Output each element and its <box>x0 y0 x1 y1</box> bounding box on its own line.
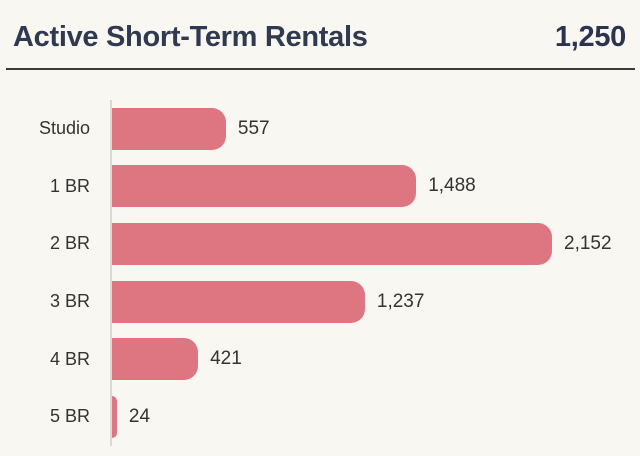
bar-track: 1,488 <box>110 157 640 216</box>
value-label: 557 <box>237 117 270 139</box>
value-label: 1,488 <box>428 175 476 197</box>
value-label: 24 <box>128 405 151 427</box>
bar <box>112 338 199 381</box>
bar-track: 1,237 <box>110 272 640 331</box>
bar-track: 421 <box>110 330 640 388</box>
bar-chart: Studio 557 1 BR 1,488 2 BR 2,152 3 BR 1,237 4 BR… <box>0 70 640 446</box>
value-label: 2,152 <box>564 232 612 254</box>
chart-row: 1 BR 1,488 <box>0 157 640 216</box>
bar-track: 557 <box>110 100 640 158</box>
bar <box>112 165 417 208</box>
category-label: Studio <box>38 118 90 139</box>
bar-track: 2,152 <box>110 215 640 273</box>
category-label: 1 BR <box>49 175 90 196</box>
chart-title: Active Short-Term Rentals <box>13 20 368 53</box>
bar-track: 24 <box>110 387 640 446</box>
chart-row: 4 BR 421 <box>0 330 640 388</box>
chart-row: Studio 557 <box>0 100 640 158</box>
category-label: 4 BR <box>49 348 90 369</box>
bar <box>112 222 552 265</box>
value-label: 421 <box>210 348 242 370</box>
chart-row: 5 BR 24 <box>0 387 640 446</box>
category-label: 5 BR <box>49 406 90 427</box>
bar <box>112 395 117 438</box>
category-label: 2 BR <box>49 233 90 254</box>
total-value: 1,250 <box>554 20 626 53</box>
card-header: Active Short-Term Rentals 1,250 <box>6 0 635 70</box>
chart-row: 3 BR 1,237 <box>0 272 640 331</box>
value-label: 1,237 <box>376 290 425 312</box>
category-label: 3 BR <box>49 291 90 312</box>
chart-row: 2 BR 2,152 <box>0 215 640 273</box>
bar <box>112 107 226 150</box>
bar <box>112 280 365 323</box>
